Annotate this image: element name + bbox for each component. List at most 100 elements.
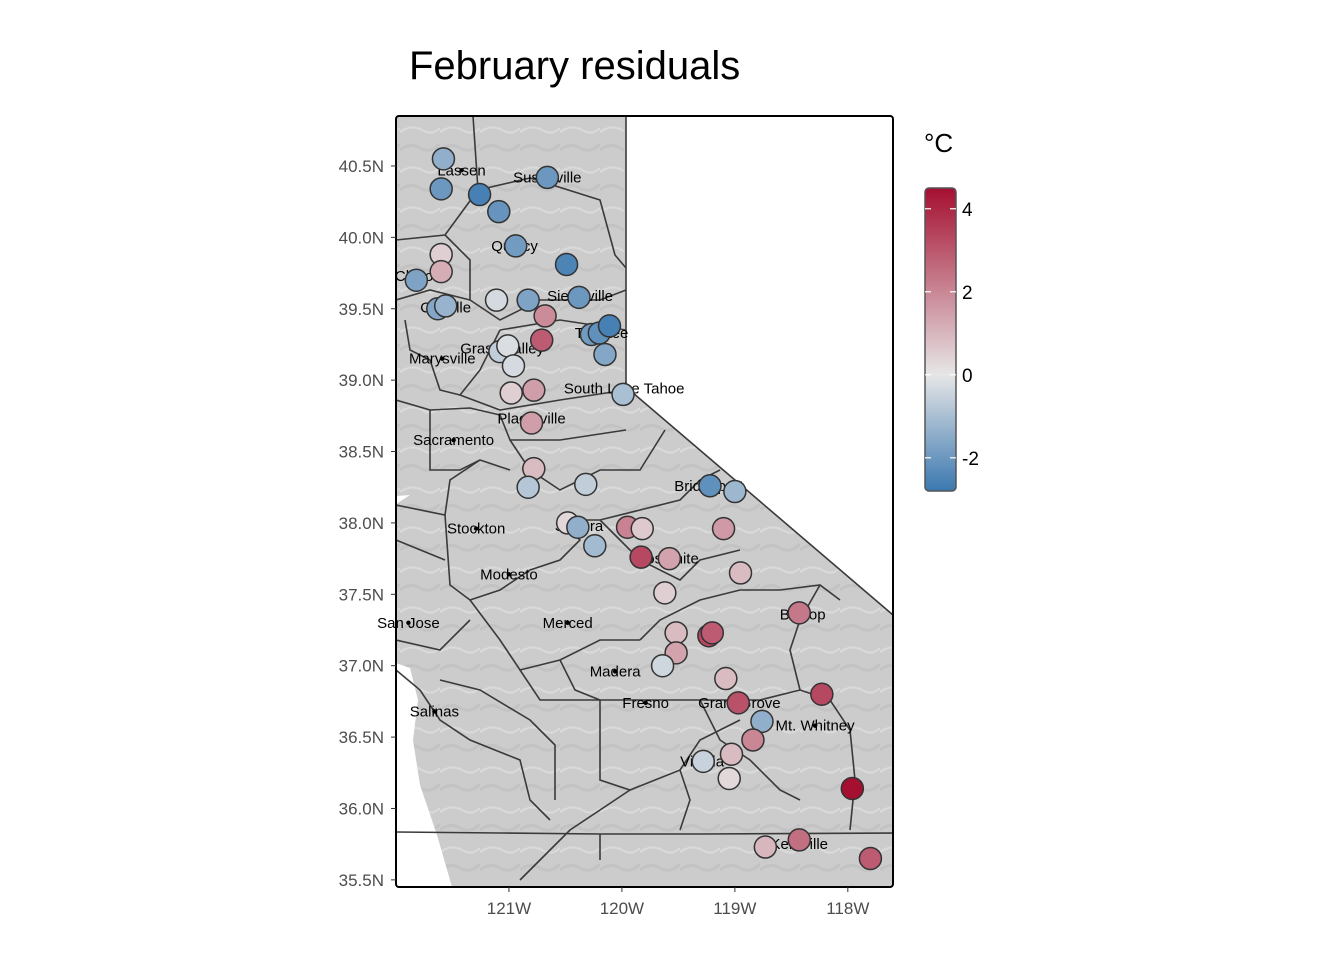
- station-point: [753, 835, 778, 859]
- station-point: [653, 581, 677, 605]
- station-point: [711, 516, 736, 541]
- station-point: [431, 147, 456, 171]
- station-point: [484, 288, 509, 312]
- station-point: [516, 288, 540, 312]
- legend-colorbar: [924, 187, 957, 492]
- town-label: Merced: [543, 615, 593, 632]
- station-point: [593, 342, 617, 367]
- town-label: Marysville: [409, 351, 476, 368]
- x-tick-label: 119W: [713, 899, 756, 918]
- x-tick-label: 118W: [826, 899, 869, 918]
- station-point: [787, 601, 811, 625]
- station-point: [533, 304, 557, 328]
- bay-area: [396, 495, 410, 504]
- station-point: [630, 516, 654, 541]
- station-point: [840, 776, 865, 801]
- town-marker: [565, 620, 570, 626]
- y-tick-label: 35.5N: [339, 871, 384, 890]
- x-tick-label: 121W: [487, 899, 531, 918]
- y-tick-label: 39.5N: [339, 300, 384, 319]
- y-tick-label: 39.0N: [339, 371, 384, 390]
- legend-tick-label: 2: [962, 283, 973, 304]
- station-point: [719, 742, 744, 766]
- station-point: [429, 177, 453, 201]
- legend-tick-label: 0: [962, 366, 973, 387]
- y-tick-label: 40.0N: [339, 228, 384, 247]
- station-point: [723, 479, 747, 504]
- legend-title: °C: [924, 128, 953, 158]
- town-marker: [432, 709, 437, 714]
- station-point: [810, 682, 834, 706]
- station-point: [566, 515, 590, 539]
- y-tick-label: 37.5N: [339, 585, 384, 604]
- station-point: [664, 621, 688, 645]
- town-label: Fresno: [622, 695, 669, 712]
- panel-border: [395, 115, 894, 888]
- town-label: Salinas: [410, 703, 459, 720]
- station-point: [750, 709, 774, 734]
- legend-tick-label: -2: [962, 449, 979, 470]
- station-point: [698, 474, 722, 498]
- station-point: [503, 234, 528, 258]
- map-panel: [396, 116, 893, 887]
- y-axis: 35.5N 36.0N 36.5N 37.0N 37.5N 38.0N 38.5N 39.0N…: [339, 157, 396, 890]
- station-point: [858, 846, 883, 871]
- town-label: Stockton: [447, 521, 505, 538]
- chart-title: February residuals: [409, 44, 741, 88]
- x-axis: 121W 120W 119W 118W: [487, 887, 869, 918]
- town-marker: [440, 356, 445, 361]
- station-point: [583, 534, 607, 558]
- station-point: [429, 259, 453, 284]
- town-label: Modesto: [480, 566, 538, 583]
- station-point: [433, 294, 458, 318]
- station-point: [717, 766, 741, 791]
- town-label: Mt. Whitney: [775, 718, 855, 735]
- station-point: [535, 165, 560, 190]
- station-point: [529, 328, 554, 352]
- station-point: [499, 381, 523, 405]
- station-point: [611, 382, 635, 407]
- town-marker: [459, 168, 464, 173]
- station-point: [657, 546, 682, 571]
- town-marker: [812, 723, 818, 728]
- station-point: [787, 828, 811, 852]
- y-tick-label: 40.5N: [339, 157, 384, 176]
- station-point: [487, 199, 511, 224]
- town-label: Madera: [590, 663, 642, 680]
- town-marker: [473, 526, 479, 531]
- nevada-area: [626, 116, 893, 615]
- station-point: [650, 653, 675, 678]
- station-point: [714, 666, 738, 691]
- station-point: [522, 378, 546, 402]
- y-tick-label: 37.0N: [339, 657, 384, 676]
- color-legend: °C -2 0 2 4: [924, 128, 979, 492]
- station-point: [574, 472, 598, 497]
- station-point: [741, 728, 765, 752]
- station-point: [691, 749, 715, 774]
- town-marker: [406, 620, 411, 626]
- station-point: [567, 285, 591, 310]
- y-tick-label: 38.5N: [339, 443, 384, 462]
- town-label: San Jose: [377, 615, 440, 632]
- y-tick-label: 36.5N: [339, 728, 384, 747]
- station-point: [516, 475, 540, 499]
- town-marker: [451, 437, 456, 443]
- station-point: [496, 334, 520, 358]
- station-point: [726, 691, 751, 715]
- legend-tick-label: 4: [962, 200, 973, 221]
- station-point: [629, 545, 653, 569]
- station-point: [519, 411, 544, 435]
- station-point: [554, 252, 579, 277]
- town-marker: [643, 700, 648, 706]
- station-point: [700, 621, 725, 645]
- town-marker: [506, 572, 512, 577]
- station-point: [501, 354, 526, 378]
- station-point: [728, 561, 753, 585]
- station-point: [467, 182, 492, 207]
- y-tick-label: 36.0N: [339, 799, 384, 818]
- x-tick-label: 120W: [600, 899, 644, 918]
- station-point: [404, 268, 429, 292]
- station-point: [597, 314, 622, 338]
- ocean-area: [396, 663, 452, 887]
